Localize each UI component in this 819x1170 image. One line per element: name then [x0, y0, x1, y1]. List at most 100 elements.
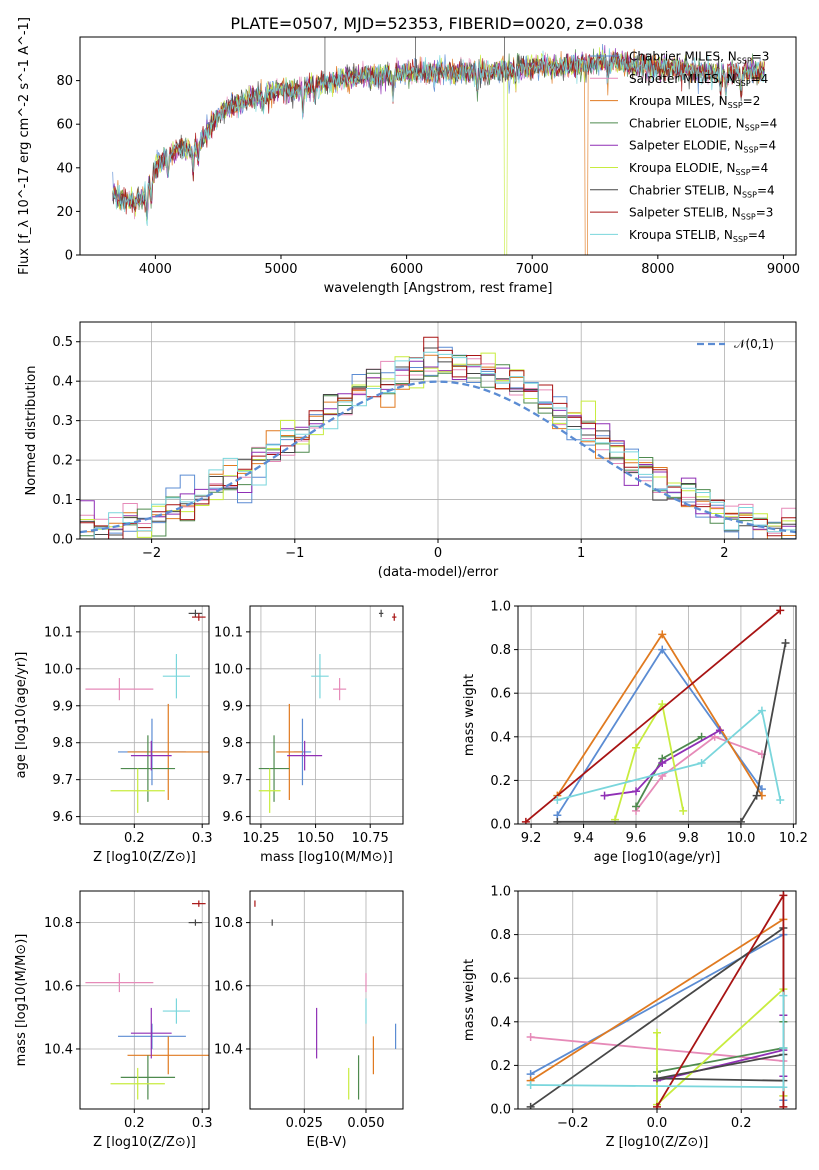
y-tick-label: 9.6 — [52, 810, 73, 825]
x-tick-label: 10.0 — [726, 831, 755, 846]
y-tick-label: 0.4 — [52, 375, 73, 390]
axes-border — [79, 890, 210, 1110]
chart-mass_vs_ebv: 0.025 0.050 10.4 10.6 10.8 E(B-V) — [214, 890, 404, 1150]
y-tick-label: 80 — [56, 74, 73, 89]
legend-sub: SSP — [742, 190, 757, 199]
mass-weight-line — [614, 701, 685, 820]
x-tick-label: 10.2 — [779, 831, 808, 846]
legend-count: =4 — [757, 183, 775, 197]
x-tick-label: 9.2 — [521, 831, 542, 846]
y-tick-label: 0.2 — [52, 454, 73, 469]
mass-weight-marker — [632, 743, 641, 752]
legend-name: Salpeter MILES, N — [629, 72, 736, 86]
grid — [250, 606, 403, 824]
x-tick-label: 9.8 — [678, 831, 699, 846]
mass-weight-marker — [781, 639, 790, 648]
y-tick-label: 10.6 — [214, 979, 243, 994]
mass-weight-marker — [600, 791, 609, 800]
mass-weight-marker — [526, 1081, 535, 1090]
mass-weight-marker — [697, 758, 706, 767]
y-tick-label: 40 — [56, 161, 73, 176]
mass-weight-marker — [653, 1074, 661, 1083]
legend-entry: Salpeter STELIB, NSSP=3 — [629, 206, 773, 222]
y-axis-label: mass weight — [462, 674, 477, 756]
y-tick-label: 0.4 — [490, 1015, 511, 1030]
y-axis-label: mass [log10(M/M⊙)] — [14, 934, 29, 1067]
legend-name: Kroupa MILES, N — [629, 94, 728, 108]
y-tick-label: 0.3 — [52, 414, 73, 429]
axes-border — [79, 36, 797, 256]
legend-name: Kroupa ELODIE, N — [629, 161, 736, 175]
y-tick-label: 10.0 — [214, 662, 243, 677]
x-tick-label: 6000 — [390, 262, 423, 277]
mass-weight-marker — [679, 806, 688, 815]
legend-entry: Salpeter MILES, NSSP=4 — [629, 72, 768, 88]
figure-title: PLATE=0507, MJD=52353, FIBERID=0020, z=0… — [230, 14, 643, 33]
mass-weight-marker — [776, 606, 785, 615]
mass-weight-marker — [697, 732, 706, 741]
legend-sub: SSP — [733, 235, 748, 244]
axes-frame: 0.2 0.3 9.6 9.7 9.8 9.9 10.0 10.1 Z [log10(Z/Z⊙)… — [14, 605, 213, 865]
x-tick-label: −2 — [142, 546, 161, 561]
x-tick-label: 8000 — [641, 262, 674, 277]
axes-frame: 10.25 10.50 10.75 9.6 9.7 9.8 9.9 10.0 10.1 mass … — [214, 605, 404, 865]
x-axis-label: Z [log10(Z/Z⊙)] — [606, 1135, 709, 1150]
x-axis-label: (data-model)/error — [378, 565, 499, 580]
x-tick-label: 9.4 — [573, 831, 594, 846]
x-tick-label: 4000 — [139, 262, 172, 277]
mass-weight-marker — [736, 817, 745, 824]
y-tick-label: 0.6 — [490, 972, 511, 987]
y-tick-label: 9.9 — [52, 699, 73, 714]
chart-residuals: −2 −1 0 1 2 0.0 0.1 0.2 0.3 0.4 0.5 (data-model)/er… — [24, 321, 797, 580]
mass-weight-line — [635, 735, 763, 812]
y-tick-label: 9.6 — [222, 810, 243, 825]
histogram-series — [80, 351, 796, 539]
grid — [80, 891, 209, 1109]
x-tick-label: 0.2 — [731, 1116, 752, 1131]
mass-weight-line — [557, 642, 787, 823]
y-tick-label: 20 — [56, 205, 73, 220]
mass-weight-marker — [553, 817, 562, 824]
y-tick-label: 0.5 — [52, 335, 73, 350]
chart-spectrum: 4000 5000 6000 7000 8000 9000 0 20 40 60 80 wavelen… — [17, 17, 800, 296]
legend-entry: Kroupa ELODIE, NSSP=4 — [629, 161, 768, 177]
x-tick-label: 9.6 — [626, 831, 647, 846]
mass-weight-marker — [776, 796, 785, 805]
y-tick-label: 9.8 — [222, 736, 243, 751]
y-tick-label: 10.1 — [214, 625, 243, 640]
legend-entry: Chabrier STELIB, NSSP=4 — [629, 183, 775, 199]
legend-name: Salpeter STELIB, N — [629, 206, 741, 220]
y-tick-label: 0.8 — [490, 643, 511, 658]
axes-frame: −0.2 0.0 0.2 0.0 0.2 0.4 0.6 0.8 1.0 Z [log10(Z/Z… — [462, 885, 797, 1150]
mass-weight-marker — [526, 1102, 535, 1109]
mass-weight-marker — [658, 645, 667, 654]
plot-area — [85, 609, 209, 813]
x-tick-label: 2 — [720, 546, 728, 561]
legend-name: Chabrier STELIB, N — [629, 183, 742, 197]
y-tick-label: 9.9 — [222, 699, 243, 714]
legend-count: =4 — [748, 228, 766, 242]
mass-weight-line — [530, 918, 784, 1082]
plot-area — [254, 900, 397, 1100]
x-axis-label: wavelength [Angstrom, rest frame] — [324, 281, 553, 296]
x-tick-label: −1 — [285, 546, 304, 561]
y-tick-label: 10.0 — [44, 662, 73, 677]
legend-count: =4 — [751, 161, 769, 175]
legend-name: Salpeter ELODIE, N — [629, 139, 743, 153]
chart-age_vs_mass: 10.25 10.50 10.75 9.6 9.7 9.8 9.9 10.0 10.1 mass … — [214, 605, 404, 865]
x-tick-label: 0.3 — [192, 831, 213, 846]
mass-weight-line — [656, 892, 785, 1108]
plot-area — [80, 336, 796, 539]
y-tick-label: 0.8 — [490, 928, 511, 943]
mass-weight-marker — [526, 1033, 535, 1042]
x-tick-label: 7000 — [516, 262, 549, 277]
plot-area — [526, 891, 788, 1109]
chart-age_vs_Z: 0.2 0.3 9.6 9.7 9.8 9.9 10.0 10.1 Z [log10(Z/Z⊙)… — [14, 605, 213, 865]
y-tick-label: 10.1 — [44, 625, 73, 640]
axes-frame: 9.2 9.4 9.6 9.8 10.0 10.2 0.0 0.2 0.4 0.6 0.8 1.0 ag… — [462, 600, 808, 866]
y-tick-label: 10.6 — [44, 979, 73, 994]
mass-weight-line — [556, 647, 763, 816]
legend-sub: SSP — [736, 168, 751, 177]
mass-weight-marker — [553, 796, 562, 805]
